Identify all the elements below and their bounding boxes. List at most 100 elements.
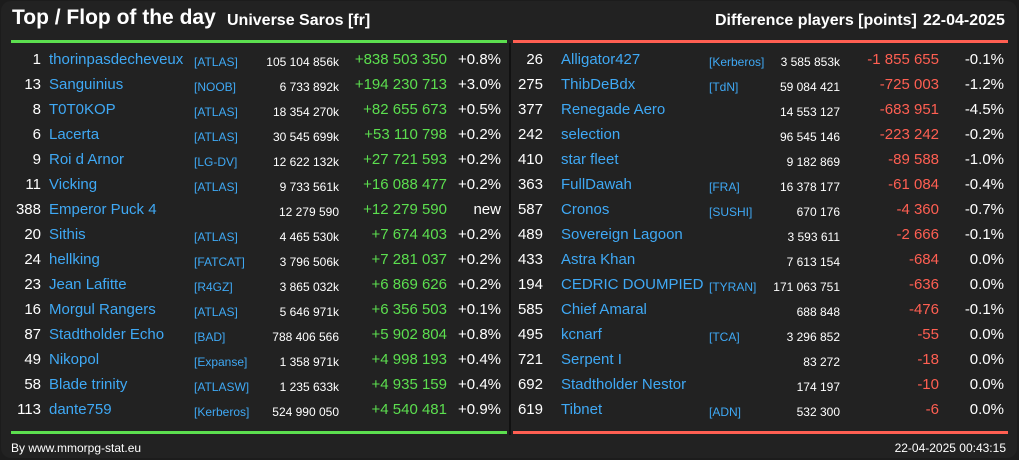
percent-cell: +0.8%: [458, 51, 501, 68]
source-link[interactable]: By www.mmorpg-stat.eu: [11, 441, 142, 455]
alliance-tag-link[interactable]: [ATLAS]: [194, 55, 238, 69]
top-row: 1 thorinpasdecheveux [ATLAS] 105 104 856k +8…: [11, 48, 507, 73]
percent-cell: +3.0%: [458, 76, 501, 93]
alliance-tag-link[interactable]: [FATCAT]: [194, 255, 245, 269]
player-name-link[interactable]: Jean Lafitte: [49, 276, 127, 293]
points-cell: 96 545 146: [779, 130, 840, 144]
alliance-tag-link[interactable]: [FRA]: [709, 180, 740, 194]
alliance-tag-link[interactable]: [ATLAS]: [194, 230, 238, 244]
percent-cell: +0.8%: [458, 326, 501, 343]
player-name-link[interactable]: Sovereign Lagoon: [561, 226, 683, 243]
top-row: 6 Lacerta [ATLAS] 30 545 699k +53 110 798 +0.…: [11, 123, 507, 148]
points-cell: 174 197: [796, 380, 840, 394]
alliance-tag-link[interactable]: [BAD]: [194, 330, 226, 344]
alliance-tag-link[interactable]: [TdN]: [709, 80, 739, 94]
alliance-tag-link[interactable]: [Kerberos]: [709, 55, 765, 69]
player-name-link[interactable]: CEDRIC DOUMPIED: [561, 276, 704, 293]
points-cell: 3 796 506k: [279, 255, 339, 269]
diff-cell: +6 869 626: [371, 276, 448, 293]
alliance-tag-link[interactable]: [SUSHI]: [709, 205, 753, 219]
player-name-link[interactable]: Blade trinity: [49, 376, 128, 393]
percent-cell: -0.1%: [964, 301, 1004, 318]
percent-cell: 0.0%: [969, 401, 1004, 418]
player-name-link[interactable]: hellking: [49, 251, 100, 268]
player-name-link[interactable]: kcnarf: [561, 326, 602, 343]
diff-cell: -1 855 655: [867, 51, 939, 68]
alliance-tag-link[interactable]: [ADN]: [709, 405, 742, 419]
player-name-link[interactable]: Chief Amaral: [561, 301, 647, 318]
flop-row: 433 Astra Khan 7 613 154 -684 0.0%: [513, 248, 1008, 273]
player-name-link[interactable]: Roi d Arnor: [49, 151, 125, 168]
alliance-tag-link[interactable]: [ATLAS]: [194, 180, 238, 194]
flop-row: 242 selection 96 545 146 -223 242 -0.2%: [513, 123, 1008, 148]
player-name-link[interactable]: T0T0KOP: [49, 101, 116, 118]
diff-cell: +7 674 403: [371, 226, 448, 243]
top-row: 58 Blade trinity [ATLASW] 1 235 633k +4 935 …: [11, 373, 507, 398]
diff-cell: +27 721 593: [363, 151, 447, 168]
player-name-link[interactable]: Astra Khan: [561, 251, 636, 268]
alliance-tag-link[interactable]: [LG-DV]: [194, 155, 238, 169]
top-row: 13 Sanguinius [NOOB] 6 733 892k +194 230 713…: [11, 73, 507, 98]
alliance-tag-link[interactable]: [ATLAS]: [194, 305, 238, 319]
player-name-link[interactable]: Stadtholder Echo: [49, 326, 165, 343]
alliance-tag-link[interactable]: [ATLAS]: [194, 130, 238, 144]
diff-cell: -18: [917, 351, 939, 368]
alliance-tag-link[interactable]: [TCA]: [709, 330, 740, 344]
player-name-link[interactable]: Sithis: [49, 226, 86, 243]
player-name-link[interactable]: Alligator427: [561, 51, 641, 68]
alliance-tag-link[interactable]: [TYRAN]: [709, 280, 757, 294]
rank-cell: 9: [32, 151, 41, 168]
points-cell: 105 104 856k: [266, 55, 339, 69]
alliance-tag-link[interactable]: [NOOB]: [194, 80, 237, 94]
player-name-link[interactable]: selection: [561, 126, 621, 143]
percent-cell: 0.0%: [969, 276, 1004, 293]
player-name-link[interactable]: Cronos: [561, 201, 610, 218]
player-name-link[interactable]: thorinpasdecheveux: [49, 51, 184, 68]
alliance-tag-link[interactable]: [ATLAS]: [194, 105, 238, 119]
points-cell: 3 593 611: [787, 230, 841, 244]
alliance-tag-link[interactable]: [R4GZ]: [194, 280, 233, 294]
player-name-link[interactable]: Serpent I: [561, 351, 622, 368]
player-name-link[interactable]: FullDawah: [561, 176, 632, 193]
player-name-link[interactable]: dante759: [49, 401, 112, 418]
points-cell: 7 613 154: [786, 255, 840, 269]
points-cell: 9 182 869: [786, 155, 840, 169]
percent-cell: 0.0%: [969, 326, 1004, 343]
flop-row: 587 Cronos [SUSHI] 670 176 -4 360 -0.7%: [513, 198, 1008, 223]
player-name-link[interactable]: Nikopol: [49, 351, 100, 368]
diff-cell: -4 360: [896, 201, 939, 218]
diff-cell: +82 655 673: [363, 101, 447, 118]
diff-cell: -683 951: [879, 101, 939, 118]
player-name-link[interactable]: Sanguinius: [49, 76, 124, 93]
player-name-link[interactable]: Renegade Aero: [561, 101, 666, 118]
points-cell: 59 084 421: [779, 80, 840, 94]
alliance-tag-link[interactable]: [Expanse]: [194, 355, 248, 369]
player-name-link[interactable]: Tibnet: [561, 401, 603, 418]
diff-cell: -2 666: [896, 226, 939, 243]
diff-cell: -89 588: [888, 151, 939, 168]
player-name-link[interactable]: Stadtholder Nestor: [561, 376, 687, 393]
alliance-tag-link[interactable]: [ATLASW]: [194, 380, 250, 394]
flop-row: 275 ThibDeBdx [TdN] 59 084 421 -725 003 -1.2%: [513, 73, 1008, 98]
top-row: 8 T0T0KOP [ATLAS] 18 354 270k +82 655 673 +0.…: [11, 98, 507, 123]
flop-row: 495 kcnarf [TCA] 3 296 852 -55 0.0%: [513, 323, 1008, 348]
rank-cell: 13: [24, 76, 41, 93]
player-name-link[interactable]: Morgul Rangers: [49, 301, 156, 318]
percent-cell: +0.4%: [458, 351, 501, 368]
player-name-link[interactable]: Lacerta: [49, 126, 100, 143]
points-cell: 670 176: [796, 205, 840, 219]
player-name-link[interactable]: ThibDeBdx: [561, 76, 636, 93]
player-name-link[interactable]: Vicking: [49, 176, 98, 193]
points-cell: 171 063 751: [773, 280, 840, 294]
percent-cell: -1.2%: [964, 76, 1004, 93]
percent-cell: -1.0%: [964, 151, 1004, 168]
player-name-link[interactable]: Emperor Puck 4: [49, 201, 157, 218]
page-title: Top / Flop of the day: [12, 6, 216, 29]
rank-cell: 26: [526, 51, 543, 68]
flop-row: 619 Tibnet [ADN] 532 300 -6 0.0%: [513, 398, 1008, 423]
player-name-link[interactable]: star fleet: [561, 151, 619, 168]
flop-divider-bottom: [513, 431, 1008, 434]
rank-cell: 6: [32, 126, 41, 143]
alliance-tag-link[interactable]: [Kerberos]: [194, 405, 250, 419]
points-cell: 5 646 971k: [279, 305, 339, 319]
